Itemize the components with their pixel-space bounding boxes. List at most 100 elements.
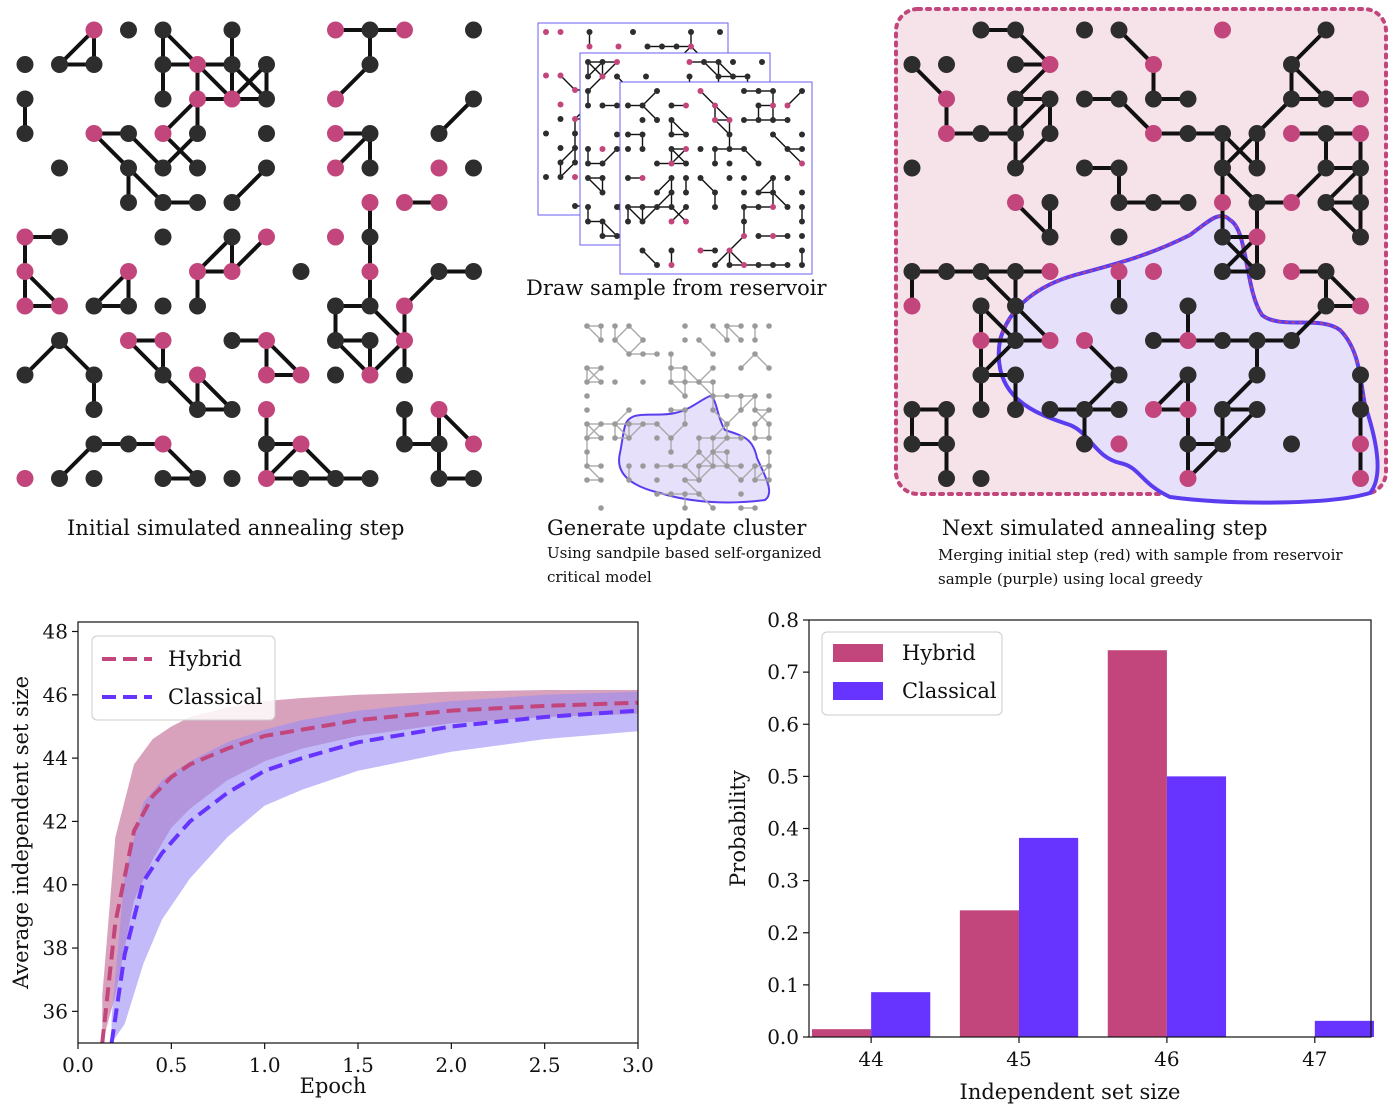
graph-node <box>16 90 34 108</box>
graph-node <box>1110 263 1128 280</box>
graph-node <box>1076 401 1093 418</box>
graph-node <box>1145 263 1162 280</box>
graph-node <box>752 477 758 483</box>
graph-node <box>741 146 747 152</box>
graph-node <box>585 73 591 80</box>
x-tick-label: 45 <box>1006 1047 1031 1071</box>
graph-node <box>1110 228 1128 246</box>
graph-node <box>640 421 646 427</box>
graph-node <box>903 401 921 418</box>
graph-node <box>938 470 955 487</box>
graph-node <box>572 159 578 166</box>
graph-node <box>258 435 275 453</box>
graph-node <box>599 102 606 109</box>
graph-node <box>686 73 693 80</box>
graph-node <box>972 125 990 142</box>
graph-node <box>1317 159 1335 177</box>
x-tick-label: 2.5 <box>529 1053 561 1077</box>
caption-next-step-sub: Merging initial step (red) with sample f… <box>938 546 1343 588</box>
bar-classical-45 <box>1019 837 1079 1037</box>
graph-node <box>626 323 632 329</box>
graph-node <box>668 365 674 371</box>
graph-node <box>770 117 776 123</box>
graph-node <box>625 131 631 138</box>
graph-node <box>1179 297 1197 315</box>
graph-node <box>85 297 103 315</box>
x-tick-label: 44 <box>858 1047 883 1071</box>
graph-node <box>1317 90 1335 108</box>
graph-edge <box>700 90 716 106</box>
graph-node <box>686 59 693 65</box>
graph-node <box>1179 194 1197 211</box>
graph-node <box>585 102 591 109</box>
graph-node <box>903 297 921 315</box>
graph-node <box>572 130 578 137</box>
graph-node <box>640 337 646 343</box>
graph-node <box>626 463 632 469</box>
graph-node <box>972 297 990 315</box>
graph-node <box>16 263 34 280</box>
graph-node <box>154 366 172 384</box>
y-tick-label: 46 <box>43 683 68 707</box>
graph-node <box>1248 366 1266 384</box>
graph-edge <box>684 479 700 495</box>
graph-node <box>752 407 758 413</box>
graph-node <box>1041 194 1059 211</box>
graph-edge <box>740 395 756 411</box>
graph-node <box>738 407 744 413</box>
graph-node <box>654 204 660 210</box>
graph-node <box>1214 125 1231 142</box>
graph-node <box>668 175 675 181</box>
graph-node <box>361 297 379 315</box>
graph-node <box>120 263 137 280</box>
graph-node <box>682 477 688 483</box>
graph-node <box>1076 435 1093 453</box>
graph-node <box>1145 90 1162 108</box>
graph-node <box>682 505 688 511</box>
graph-edge <box>787 148 803 164</box>
graph-node <box>154 159 172 177</box>
graph-node <box>643 73 649 80</box>
graph-node <box>584 407 590 413</box>
graph-node <box>16 125 34 142</box>
bar-classical-44 <box>871 992 931 1037</box>
graph-node <box>1248 263 1266 280</box>
graph-node <box>668 160 675 167</box>
graph-node <box>572 174 578 180</box>
graph-node <box>766 365 772 371</box>
graph-node <box>639 102 646 109</box>
graph-node <box>327 228 344 246</box>
graph-node <box>639 146 646 152</box>
graph-node <box>327 159 344 177</box>
graph-node <box>724 421 730 427</box>
graph-node <box>1007 297 1024 315</box>
update-cluster-region <box>618 394 771 504</box>
graph-node <box>766 435 772 441</box>
graph-node <box>712 247 718 254</box>
graph-node <box>938 125 955 142</box>
graph-node <box>799 189 805 196</box>
graph-node <box>258 159 275 177</box>
graph-node <box>770 102 776 109</box>
graph-node <box>1110 21 1128 39</box>
graph-node <box>972 21 990 39</box>
graph-node <box>640 351 646 357</box>
graph-node <box>1214 401 1231 418</box>
graph-edge <box>700 177 716 193</box>
graph-node <box>465 470 482 487</box>
graph-node <box>639 175 646 181</box>
graph-node <box>223 56 241 73</box>
graph-node <box>625 102 631 109</box>
graph-node <box>1145 194 1162 211</box>
graph-node <box>766 477 772 483</box>
bar-chart: 44 45 46 47 0.0 0.1 0.2 0.3 0.4 0.5 0.6 0.7 0.8 Indep… <box>726 608 1374 1104</box>
graph-node <box>654 421 660 427</box>
graph-node <box>752 351 758 357</box>
graph-node <box>972 470 990 487</box>
graph-node <box>396 194 413 211</box>
graph-node <box>1110 90 1128 108</box>
x-axis-label: Epoch <box>300 1074 367 1098</box>
graph-node <box>1110 194 1128 211</box>
graph-edge <box>718 61 734 77</box>
graph-edge <box>772 134 788 150</box>
